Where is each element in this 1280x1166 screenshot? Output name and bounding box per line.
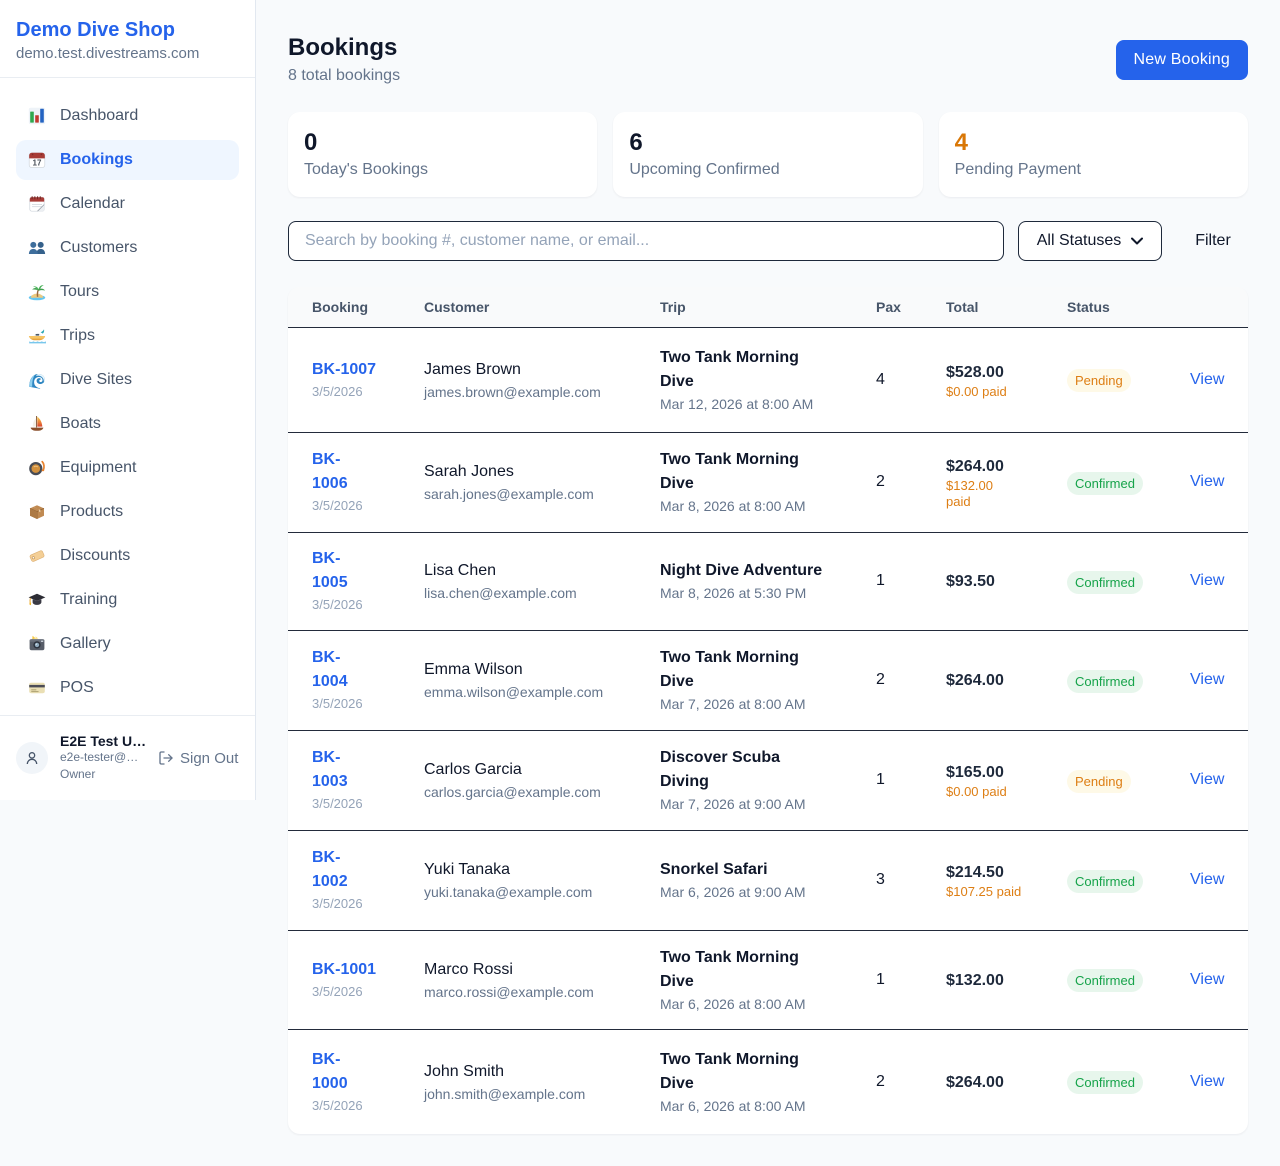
svg-text:17: 17 (33, 159, 42, 168)
